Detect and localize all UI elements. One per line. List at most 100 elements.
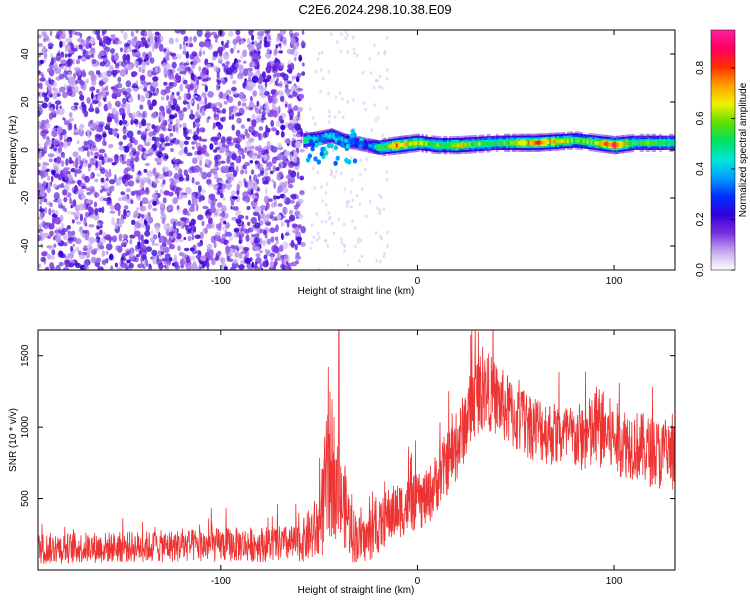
noise-speckle — [101, 30, 107, 35]
noise-speckle — [204, 58, 209, 66]
noise-speckle — [43, 34, 49, 41]
noise-speckle — [342, 243, 346, 247]
noise-speckle — [174, 254, 177, 261]
colorbar-tick-label: 0.4 — [695, 162, 706, 176]
noise-speckle — [114, 100, 121, 108]
noise-speckle — [67, 53, 72, 58]
noise-speckle — [39, 230, 43, 236]
noise-speckle — [277, 185, 284, 193]
noise-speckle — [138, 189, 146, 195]
noise-speckle — [362, 101, 366, 105]
noise-speckle — [156, 126, 160, 135]
noise-speckle — [290, 33, 296, 38]
noise-speckle — [186, 174, 190, 182]
noise-speckle — [56, 52, 61, 56]
noise-speckle — [70, 245, 74, 252]
noise-speckle — [236, 184, 240, 192]
noise-speckle — [262, 78, 270, 83]
signal-cell — [439, 143, 442, 148]
noise-speckle — [139, 181, 145, 190]
signal-cell — [315, 136, 318, 141]
signal-cell — [482, 141, 485, 146]
noise-speckle — [248, 126, 252, 131]
noise-speckle — [260, 205, 266, 211]
noise-speckle — [254, 222, 261, 229]
noise-speckle — [336, 40, 339, 44]
noise-speckle — [251, 61, 256, 67]
noise-speckle — [173, 180, 177, 186]
noise-speckle — [105, 250, 109, 255]
noise-speckle — [151, 193, 158, 199]
noise-speckle — [201, 171, 208, 180]
noise-speckle — [233, 170, 237, 178]
noise-speckle — [51, 209, 56, 214]
noise-speckle — [351, 198, 355, 203]
noise-speckle — [133, 210, 139, 218]
noise-speckle — [171, 95, 174, 100]
noise-speckle — [161, 217, 166, 225]
signal-cell — [535, 140, 538, 145]
noise-speckle — [117, 245, 123, 253]
noise-speckle — [41, 220, 46, 228]
noise-speckle — [375, 258, 379, 263]
noise-speckle — [386, 68, 389, 72]
noise-speckle — [88, 224, 95, 228]
noise-speckle — [245, 215, 249, 220]
noise-speckle — [186, 211, 190, 217]
noise-speckle — [285, 207, 288, 214]
noise-speckle — [260, 209, 264, 214]
noise-speckle — [192, 95, 199, 99]
noise-speckle — [296, 41, 300, 47]
noise-speckle — [269, 227, 276, 234]
noise-speckle — [238, 70, 244, 77]
noise-speckle — [238, 264, 245, 270]
signal-blob — [318, 137, 323, 143]
noise-speckle — [166, 94, 170, 101]
noise-speckle — [250, 169, 255, 175]
noise-speckle — [51, 249, 56, 256]
noise-speckle — [86, 199, 93, 204]
noise-speckle — [170, 235, 174, 240]
signal-cell — [600, 141, 603, 146]
noise-speckle — [198, 41, 206, 48]
noise-speckle — [223, 100, 228, 105]
spectrogram-y-tick-label: 20 — [20, 96, 31, 108]
noise-speckle — [242, 49, 248, 58]
noise-speckle — [169, 114, 176, 120]
noise-speckle — [257, 77, 263, 85]
noise-speckle — [146, 61, 150, 66]
noise-speckle — [101, 206, 105, 214]
noise-speckle — [352, 98, 355, 102]
signal-cell — [380, 145, 383, 150]
noise-speckle — [341, 97, 344, 102]
noise-speckle — [59, 40, 63, 48]
noise-speckle — [68, 49, 72, 54]
noise-speckle — [117, 40, 123, 45]
noise-speckle — [339, 49, 343, 54]
noise-speckle — [195, 181, 200, 186]
noise-speckle — [74, 262, 81, 268]
noise-speckle — [95, 161, 99, 169]
noise-speckle — [199, 166, 203, 174]
noise-speckle — [52, 139, 58, 147]
noise-speckle — [182, 45, 187, 51]
noise-speckle — [265, 258, 269, 267]
noise-speckle — [179, 43, 183, 50]
signal-cell — [441, 143, 444, 148]
noise-speckle — [55, 156, 62, 164]
noise-speckle — [153, 180, 160, 184]
noise-speckle — [107, 116, 112, 123]
noise-speckle — [95, 232, 100, 237]
noise-speckle — [130, 190, 136, 196]
noise-speckle — [51, 129, 58, 137]
noise-speckle — [41, 102, 48, 109]
noise-speckle — [237, 214, 245, 220]
noise-speckle — [298, 93, 305, 99]
noise-speckle — [85, 54, 91, 60]
noise-speckle — [94, 207, 99, 216]
noise-speckle — [135, 151, 140, 156]
noise-speckle — [350, 205, 353, 209]
noise-speckle — [324, 219, 328, 224]
signal-blob — [310, 146, 315, 152]
signal-cell — [321, 135, 324, 140]
